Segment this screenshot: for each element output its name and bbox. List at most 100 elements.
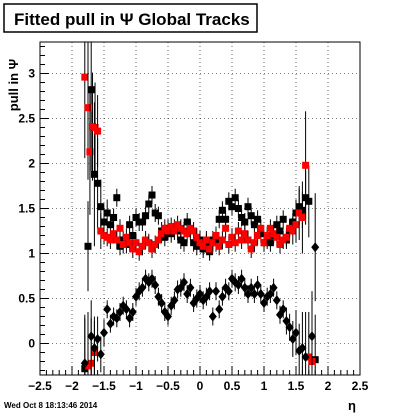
- data-point: [298, 214, 306, 221]
- data-point: [282, 233, 290, 241]
- data-point: [97, 203, 105, 211]
- data-point: [167, 223, 175, 230]
- data-point: [215, 242, 223, 250]
- data-point: [289, 227, 297, 235]
- data-point: [138, 282, 147, 293]
- y-tick-label: 1: [28, 247, 35, 261]
- x-tick-label: −2.5: [28, 379, 52, 393]
- data-point: [154, 236, 162, 244]
- data-point: [298, 343, 307, 353]
- data-point: [113, 236, 121, 244]
- data-point: [110, 230, 118, 238]
- x-tick-labels: −2.5 −2 −1.5 −1 −0.5 0 0.5 1 1.5 2 2.5: [28, 379, 369, 393]
- data-point: [100, 218, 108, 226]
- data-point: [266, 239, 274, 247]
- data-point: [193, 233, 201, 241]
- data-point: [238, 214, 246, 221]
- data-point: [180, 239, 188, 247]
- data-point: [122, 233, 130, 241]
- title-frame: [3, 3, 258, 33]
- data-point: [90, 343, 99, 353]
- data-point: [276, 227, 284, 235]
- data-point: [148, 245, 156, 253]
- data-point: [295, 209, 303, 217]
- y-tick-label: 2: [28, 157, 35, 171]
- data-point: [266, 289, 275, 299]
- data-point: [132, 239, 140, 247]
- data-point: [244, 203, 252, 211]
- data-point: [96, 349, 105, 360]
- data-point: [238, 236, 246, 244]
- data-point: [183, 218, 191, 226]
- y-tick-label: 3: [28, 67, 35, 81]
- data-point: [305, 197, 313, 205]
- data-point: [241, 230, 249, 238]
- series-1: [81, 42, 316, 375]
- data-point: [94, 127, 102, 135]
- data-point: [190, 227, 198, 235]
- data-point: [151, 280, 160, 290]
- data-point: [269, 282, 278, 293]
- data-point: [302, 161, 310, 169]
- data-point: [250, 239, 258, 247]
- data-point: [250, 221, 258, 229]
- data-point: [128, 307, 137, 317]
- data-point: [145, 239, 153, 247]
- x-tick-label: 0: [197, 379, 204, 393]
- data-point: [112, 313, 121, 324]
- data-point: [311, 242, 320, 253]
- data-point: [90, 170, 98, 178]
- data-point: [138, 242, 146, 250]
- y-tick-label: 2.5: [18, 112, 35, 126]
- data-point: [106, 318, 115, 329]
- data-point: [126, 239, 134, 247]
- data-point: [206, 245, 214, 253]
- data-point: [180, 277, 188, 288]
- data-point: [100, 327, 108, 338]
- x-axis-label: η: [348, 398, 356, 413]
- data-point: [119, 241, 127, 248]
- data-point: [253, 280, 262, 290]
- data-point: [292, 221, 300, 229]
- data-point: [138, 218, 146, 226]
- data-point: [218, 206, 226, 214]
- data-point: [234, 280, 243, 290]
- data-point: [148, 273, 156, 284]
- data-point: [237, 273, 246, 284]
- data-point: [270, 230, 278, 238]
- y-tick-label: 0: [28, 337, 35, 351]
- y-tick-label: 1.5: [18, 202, 35, 216]
- data-point: [228, 233, 236, 241]
- data-point: [250, 289, 259, 299]
- y-axis-label: pull in Ψ: [6, 59, 21, 111]
- data-point: [186, 282, 195, 293]
- data-point: [126, 221, 134, 229]
- data-point: [91, 124, 99, 131]
- x-tick-label: 2: [325, 379, 332, 393]
- data-point: [81, 73, 89, 81]
- data-point: [247, 245, 255, 253]
- data-point: [208, 311, 217, 322]
- x-tick-label: 0.5: [224, 379, 241, 393]
- data-point: [257, 224, 265, 232]
- data-point: [142, 212, 150, 220]
- data-point: [205, 286, 214, 297]
- data-point: [170, 295, 179, 306]
- data-point: [282, 316, 291, 326]
- data-point: [151, 241, 159, 248]
- data-point: [240, 282, 249, 293]
- data-point: [222, 224, 230, 232]
- data-point: [148, 191, 156, 199]
- data-point: [199, 242, 207, 250]
- data-point: [228, 203, 236, 211]
- data-point: [225, 197, 233, 205]
- data-point: [254, 232, 262, 239]
- data-point: [154, 291, 163, 302]
- data-point: [129, 232, 137, 239]
- data-point: [288, 334, 297, 344]
- data-point: [135, 248, 143, 256]
- data-point: [279, 215, 287, 223]
- title-box: Fitted pull in Ψ Global Tracks: [3, 3, 258, 33]
- y-tick-label: 0.5: [18, 292, 35, 306]
